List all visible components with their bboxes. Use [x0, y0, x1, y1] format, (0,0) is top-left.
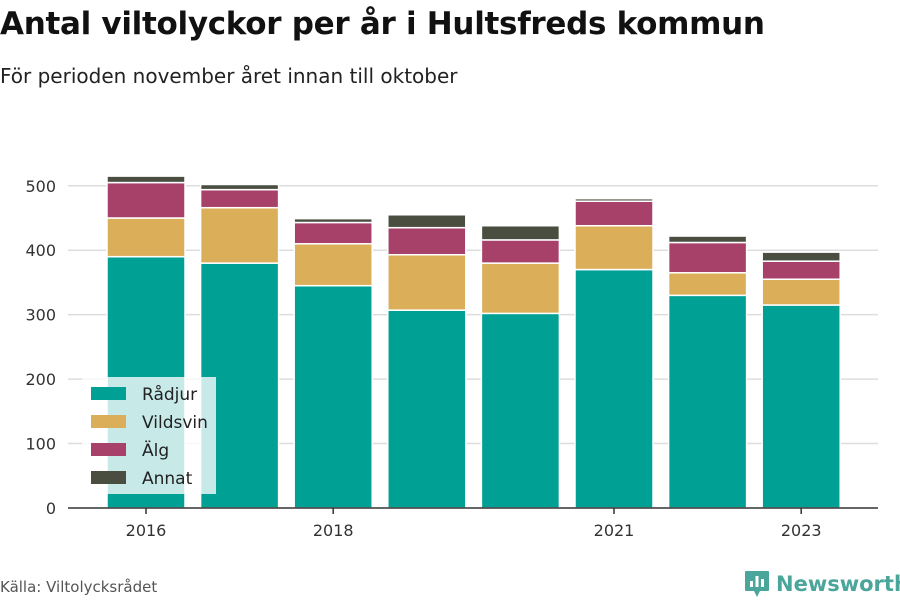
y-tick-label: 200	[25, 370, 56, 389]
bar-segment[interactable]	[387, 214, 467, 229]
bar-segment[interactable]	[106, 217, 186, 258]
bar-segment[interactable]	[293, 284, 373, 509]
bar-segment[interactable]	[480, 262, 561, 315]
brand-name: Newsworthy	[776, 572, 900, 596]
bar-segment[interactable]	[761, 251, 841, 262]
bar-segment[interactable]	[667, 235, 748, 244]
bar-segment[interactable]	[106, 181, 186, 219]
bar-segment[interactable]	[761, 278, 841, 306]
bar-segment[interactable]	[574, 224, 654, 271]
y-tick-label: 300	[25, 306, 56, 325]
bar-segment[interactable]	[293, 243, 373, 287]
legend-swatch	[91, 387, 126, 400]
bar-segment[interactable]	[667, 272, 748, 297]
legend-label: Annat	[142, 469, 193, 489]
source-note: Källa: Viltolycksrådet	[0, 578, 158, 596]
axes: 0 100 200 300 400 500 2016 2018 2021 2023	[25, 177, 878, 540]
bar-segment[interactable]	[293, 221, 373, 245]
y-tick-label: 500	[25, 177, 56, 196]
bar-segment[interactable]	[667, 294, 748, 509]
bar-segment[interactable]	[480, 312, 561, 509]
x-tick-label: 2018	[313, 521, 354, 540]
y-tick-label: 100	[25, 435, 56, 454]
legend-swatch	[91, 443, 126, 456]
chart-title: Antal viltolyckor per år i Hultsfreds ko…	[0, 6, 765, 42]
bar-segment[interactable]	[199, 183, 280, 191]
bar-segment[interactable]	[574, 200, 654, 227]
legend-swatch	[91, 415, 126, 428]
bar-chart-icon	[745, 571, 769, 597]
bar-segment[interactable]	[574, 268, 654, 509]
chart-subtitle: För perioden november året innan till ok…	[0, 64, 458, 88]
legend-label: Vildsvin	[142, 413, 208, 433]
bar-segment[interactable]	[387, 226, 467, 256]
bar-segment[interactable]	[106, 175, 186, 184]
x-tick-label: 2016	[126, 521, 167, 540]
bars	[106, 175, 841, 509]
bar-segment[interactable]	[387, 253, 467, 311]
bar-segment[interactable]	[574, 197, 654, 202]
legend-label: Rådjur	[142, 384, 197, 405]
legend-swatch	[91, 471, 126, 484]
bar-segment[interactable]	[199, 188, 280, 209]
bar-segment[interactable]	[667, 241, 748, 274]
brand-logo[interactable]: Newsworthy	[744, 570, 900, 598]
legend-label: Älg	[142, 440, 169, 461]
bar-segment[interactable]	[480, 224, 561, 241]
bar-segment[interactable]	[199, 206, 280, 264]
x-tick-label: 2023	[781, 521, 822, 540]
y-tick-label: 0	[46, 499, 56, 518]
bar-segment[interactable]	[761, 260, 841, 280]
bar-segment[interactable]	[387, 309, 467, 509]
y-tick-label: 400	[25, 241, 56, 260]
legend: Rådjur Vildsvin Älg Annat	[82, 377, 216, 494]
bar-segment[interactable]	[293, 217, 373, 224]
x-tick-label: 2021	[594, 521, 635, 540]
bar-segment[interactable]	[480, 239, 561, 264]
bar-segment[interactable]	[761, 304, 841, 509]
